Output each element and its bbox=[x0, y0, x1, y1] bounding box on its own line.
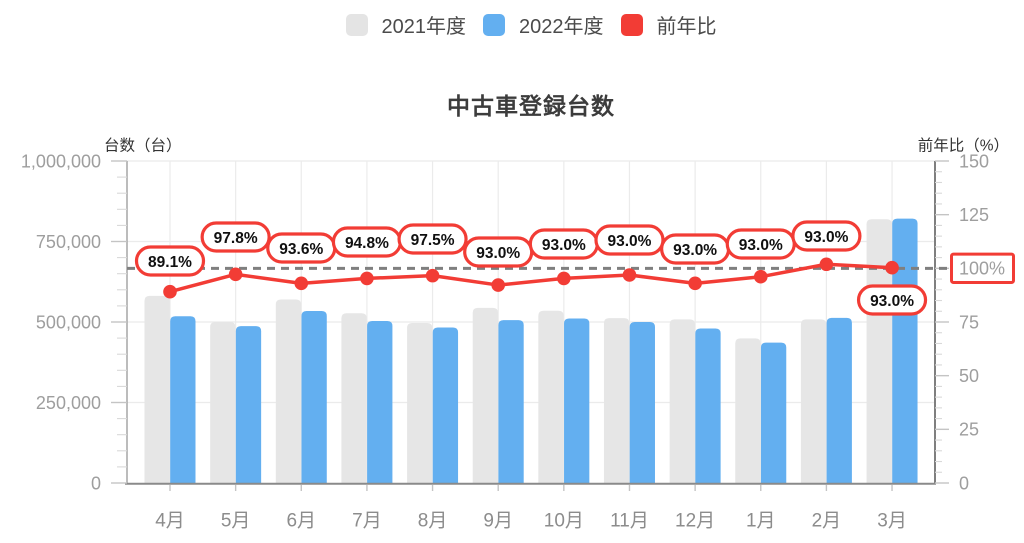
left-tick-label: 750,000 bbox=[36, 232, 101, 252]
ratio-point[interactable] bbox=[228, 267, 243, 282]
legend-swatch-2021 bbox=[345, 13, 368, 36]
ratio-bubble-label: 93.0% bbox=[542, 237, 586, 254]
legend-label-2022: 2022年度 bbox=[519, 16, 604, 38]
ratio-point[interactable] bbox=[622, 268, 637, 282]
ratio-point[interactable] bbox=[753, 269, 768, 284]
ratio-bubble-label: 93.0% bbox=[608, 233, 652, 250]
x-tick-label: 12月 bbox=[675, 511, 715, 532]
x-tick-label: 10月 bbox=[544, 511, 584, 532]
left-axis-title: 台数（台） bbox=[104, 136, 182, 154]
axes: 1,000,000 750,000 500,000 250,000 0 150 125 100… bbox=[21, 136, 1015, 532]
ratio-label-bubbles: 89.1% 97.8% 93.6% 94.8% 97.5% 93.0% 93.0% 93.0%… bbox=[134, 220, 928, 316]
bar-2022[interactable] bbox=[367, 321, 393, 483]
bar-2021[interactable] bbox=[275, 299, 302, 483]
x-tick-label: 9月 bbox=[483, 511, 513, 532]
left-tick-label: 0 bbox=[91, 473, 101, 493]
ratio-bubble-label: 93.0% bbox=[739, 237, 783, 254]
ratio-bubble-label: 94.8% bbox=[345, 235, 389, 252]
bar-2021[interactable] bbox=[472, 307, 498, 483]
ratio-bubble-label: 97.8% bbox=[214, 230, 258, 247]
bar-2021[interactable] bbox=[669, 319, 695, 483]
ratio-bubble bbox=[791, 220, 862, 252]
legend-label-ratio: 前年比 bbox=[656, 16, 717, 38]
legend-label-2021: 2021年度 bbox=[381, 16, 467, 38]
left-tick-label: 1,000,000 bbox=[21, 151, 101, 171]
bar-2021[interactable] bbox=[407, 322, 433, 483]
bars-2021 bbox=[144, 219, 892, 484]
ratio-point[interactable] bbox=[819, 257, 834, 272]
bar-2021[interactable] bbox=[800, 319, 827, 483]
bar-2021[interactable] bbox=[210, 322, 236, 483]
x-tick-label: 5月 bbox=[221, 511, 251, 532]
legend-item-2021[interactable]: 2021年度 bbox=[345, 10, 467, 39]
bar-2021[interactable] bbox=[144, 295, 170, 483]
legend-item-ratio[interactable]: 前年比 bbox=[620, 10, 717, 39]
ratio-point[interactable] bbox=[425, 268, 440, 283]
ratio-bubble-label: 93.0% bbox=[870, 293, 914, 310]
chart-title: 中古車登録台数 bbox=[447, 93, 615, 119]
right-tick-label: 75 bbox=[959, 312, 979, 332]
right-tick-label: 150 bbox=[959, 151, 989, 171]
right-tick-label: 0 bbox=[959, 473, 969, 493]
left-tick-label: 250,000 bbox=[36, 393, 101, 413]
left-tick-label: 500,000 bbox=[36, 312, 101, 332]
right-tick-label: 100% bbox=[959, 259, 1005, 279]
bar-2021[interactable] bbox=[538, 310, 564, 483]
bar-2021[interactable] bbox=[866, 219, 892, 484]
bar-2022[interactable] bbox=[235, 326, 262, 483]
x-tick-label: 2月 bbox=[812, 511, 842, 532]
right-axis-100-percent-box bbox=[950, 252, 1015, 285]
x-tick-label: 11月 bbox=[610, 511, 649, 532]
right-tick-label: 25 bbox=[959, 420, 979, 440]
bar-2022[interactable] bbox=[629, 322, 655, 483]
x-tick-label: 6月 bbox=[286, 511, 316, 532]
bar-2022[interactable] bbox=[760, 342, 787, 483]
bar-2022[interactable] bbox=[826, 317, 852, 483]
ratio-point[interactable] bbox=[163, 284, 177, 299]
ratio-bubble-label: 93.6% bbox=[279, 241, 323, 258]
ratio-bubble bbox=[397, 223, 468, 255]
right-tick-label: 125 bbox=[959, 205, 989, 225]
ratio-point[interactable] bbox=[294, 276, 309, 291]
x-tick-label: 7月 bbox=[352, 511, 382, 532]
bar-2021[interactable] bbox=[341, 313, 367, 483]
ratio-bubble bbox=[200, 221, 271, 253]
x-tick-label: 4月 bbox=[155, 511, 185, 532]
bar-2022[interactable] bbox=[301, 311, 327, 483]
x-tick-label: 1月 bbox=[746, 511, 776, 532]
bar-2022[interactable] bbox=[892, 218, 918, 483]
ratio-bubble-label: 93.0% bbox=[804, 229, 848, 246]
gridlines bbox=[127, 160, 935, 483]
bar-2022[interactable] bbox=[432, 327, 459, 483]
right-axis-title: 前年比（%） bbox=[918, 136, 1009, 154]
legend-swatch-ratio bbox=[620, 13, 643, 36]
legend-item-2022[interactable]: 2022年度 bbox=[483, 10, 604, 39]
ratio-bubble-label: 93.0% bbox=[476, 245, 520, 262]
ratio-bubble bbox=[856, 284, 928, 316]
bar-2022[interactable] bbox=[695, 328, 721, 483]
legend-swatch-2022 bbox=[483, 13, 505, 36]
ratio-bubble-label: 93.0% bbox=[673, 242, 717, 259]
ratio-bubble-label: 97.5% bbox=[411, 232, 455, 249]
chart-legend: 2021年度 2022年度 前年比 bbox=[0, 10, 1024, 39]
ratio-point[interactable] bbox=[491, 278, 506, 292]
ratio-point[interactable] bbox=[688, 276, 702, 291]
x-tick-label: 3月 bbox=[877, 511, 907, 532]
bar-2021[interactable] bbox=[735, 338, 761, 483]
ratio-point[interactable] bbox=[557, 271, 571, 286]
ratio-bubble-label: 89.1% bbox=[148, 254, 192, 271]
x-tick-label: 8月 bbox=[418, 511, 448, 532]
ratio-line bbox=[169, 262, 893, 294]
right-tick-label: 50 bbox=[959, 366, 979, 386]
ratio-point[interactable] bbox=[885, 260, 899, 275]
ratio-points bbox=[163, 257, 899, 299]
bar-2021[interactable] bbox=[603, 318, 630, 483]
bar-2022[interactable] bbox=[170, 316, 196, 483]
bar-2022[interactable] bbox=[564, 318, 590, 483]
ratio-point[interactable] bbox=[360, 271, 374, 286]
bar-2022[interactable] bbox=[498, 320, 524, 483]
ratio-bubble bbox=[134, 245, 206, 277]
